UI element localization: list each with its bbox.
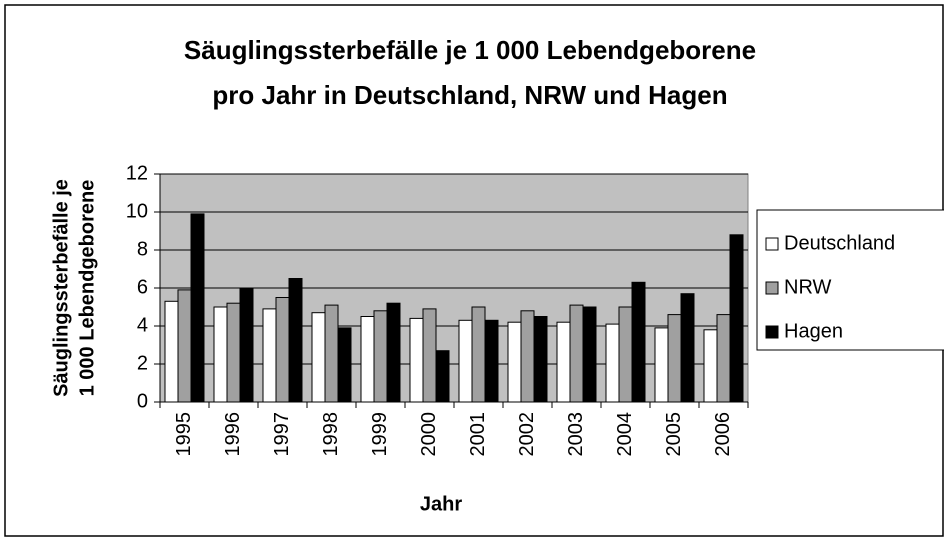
y-tick-label: 0 [137, 390, 148, 412]
bar [373, 310, 388, 403]
bar [288, 278, 303, 403]
x-tick-label: 2002 [516, 412, 538, 457]
x-tick-label: 2005 [663, 412, 685, 457]
bar [311, 312, 326, 403]
x-tick-label: 2001 [467, 412, 489, 457]
x-tick-label: 2004 [614, 412, 636, 457]
legend-label: Deutschland [784, 232, 895, 254]
bar [386, 302, 401, 403]
bar [569, 304, 584, 403]
bar [520, 310, 535, 403]
y-axis-label: Säuglingssterbefälle je [50, 179, 72, 397]
bar [262, 308, 277, 403]
bar [667, 314, 682, 403]
legend-label: Hagen [784, 320, 843, 342]
bar [729, 234, 744, 403]
x-tick-label: 1997 [271, 412, 293, 457]
x-tick-label: 1995 [173, 412, 195, 457]
legend-swatch [765, 281, 779, 295]
y-axis-label: 1 000 Lebendgeborene [76, 180, 98, 397]
x-tick-label: 2006 [712, 412, 734, 457]
bar [618, 306, 633, 403]
y-tick-label: 12 [126, 162, 148, 184]
bar [703, 329, 718, 403]
bar [716, 314, 731, 403]
x-axis-label: Jahr [420, 493, 462, 515]
bar [654, 327, 669, 403]
bar [190, 213, 205, 403]
legend-label: NRW [784, 276, 832, 298]
bar [484, 319, 499, 403]
bar [533, 316, 548, 403]
x-tick-label: 2003 [565, 412, 587, 457]
bar [458, 319, 473, 403]
y-tick-label: 10 [126, 200, 148, 222]
x-tick-label: 1998 [320, 412, 342, 457]
bar [360, 316, 375, 403]
y-tick-label: 8 [137, 238, 148, 260]
bar [213, 306, 228, 403]
bar [239, 287, 254, 403]
x-tick-label: 1996 [222, 412, 244, 457]
y-tick-label: 6 [137, 276, 148, 298]
chart-title: Säuglingssterbefälle je 1 000 Lebendgebo… [184, 35, 756, 65]
bar [556, 321, 571, 403]
x-tick-label: 1999 [369, 412, 391, 457]
bar [435, 350, 450, 403]
x-tick-label: 2000 [418, 412, 440, 457]
y-tick-label: 4 [137, 314, 148, 336]
y-tick-label: 2 [137, 352, 148, 374]
legend-swatch [765, 237, 779, 251]
bar [422, 308, 437, 403]
bar [226, 302, 241, 403]
bar [605, 323, 620, 403]
bar [471, 306, 486, 403]
bar [680, 293, 695, 403]
bar [324, 304, 339, 403]
legend [756, 209, 944, 351]
bar [337, 327, 352, 403]
bar [409, 317, 424, 403]
bar [507, 321, 522, 403]
bar [177, 289, 192, 403]
legend-swatch [765, 325, 779, 339]
bar [582, 306, 597, 403]
bar [275, 297, 290, 403]
bar [164, 300, 179, 403]
chart-title: pro Jahr in Deutschland, NRW und Hagen [212, 80, 727, 110]
bar [631, 281, 646, 403]
